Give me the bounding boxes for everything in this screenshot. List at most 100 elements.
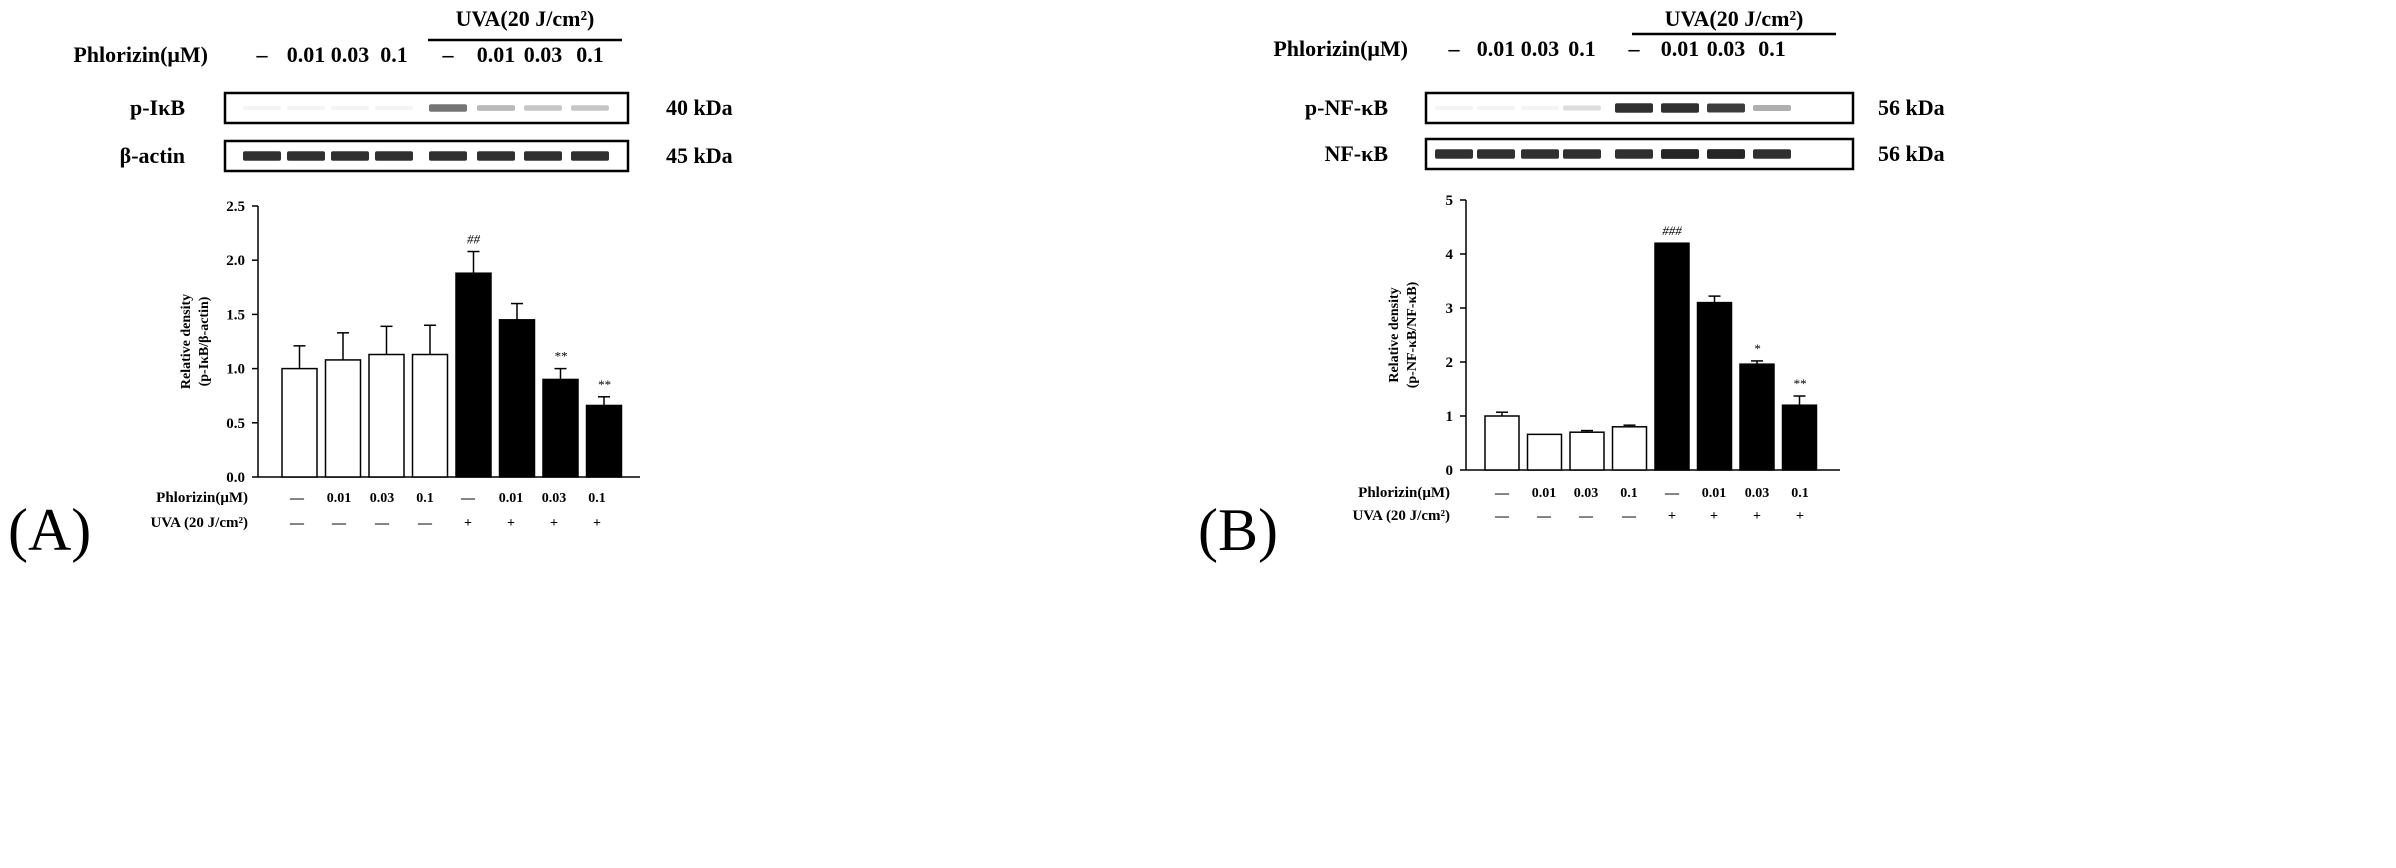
blot-band	[1661, 103, 1699, 113]
table-row1-label: Phlorizin(μM)	[1358, 485, 1450, 501]
blot-band	[287, 151, 325, 161]
phlorizin-label: Phlorizin(μM)	[73, 42, 208, 67]
blot-frame	[223, 139, 630, 173]
y-tick-label: 2.0	[226, 253, 245, 269]
significance-mark: **	[1793, 376, 1807, 391]
y-axis-label: Relative density	[1387, 287, 1402, 382]
bar	[1569, 431, 1605, 471]
significance-mark: ###	[1662, 223, 1682, 238]
lane-label: 0.01	[1477, 36, 1516, 61]
blot-band	[1661, 149, 1699, 159]
bar	[498, 319, 536, 478]
table-cell: —	[460, 491, 476, 506]
blot-band	[243, 151, 281, 161]
bar	[1739, 363, 1775, 471]
blot-band	[477, 105, 515, 111]
panel-content: (A)UVA(20 J/cm²)Phlorizin(μM) –0.01 0.03 0.…	[8, 6, 733, 563]
bar	[455, 272, 492, 478]
panel-a: (A) UVA(20 J/cm²) Phlorizin(μM) –0.01 0.03 0.…	[0, 0, 1198, 863]
lane-label: 0.01	[477, 42, 516, 67]
bar	[281, 367, 318, 478]
blot-band	[1707, 103, 1745, 113]
blot-band	[331, 105, 369, 111]
table-row2-label: UVA (20 J/cm²)	[1352, 508, 1450, 524]
bar	[1484, 415, 1520, 471]
blot-band	[1435, 105, 1473, 111]
y-tick-label: 5	[1446, 193, 1454, 209]
blot-band	[375, 105, 413, 111]
lane-label: 0.03	[524, 42, 563, 67]
table-cell: 0.03	[370, 491, 395, 506]
lane-label: –	[256, 42, 269, 67]
blot-band	[1615, 149, 1653, 159]
panel-label: (A)	[8, 497, 91, 563]
blot-name: NF-κB	[1324, 141, 1388, 166]
blot-band	[571, 151, 609, 161]
blot-name: p-NF-κB	[1305, 95, 1388, 120]
lane-label: 0.03	[1707, 36, 1746, 61]
table-cell: 0.01	[327, 491, 352, 506]
blot-band	[429, 151, 467, 161]
blot-band	[429, 104, 467, 112]
blot-band	[1707, 149, 1745, 159]
blot-band	[1615, 103, 1653, 113]
y-axis-label: (p-IκB/β-actin)	[197, 296, 212, 386]
lane-label: 0.03	[1521, 36, 1560, 61]
table-cell: 0.1	[588, 491, 606, 506]
blot-band	[1563, 105, 1601, 111]
uva-header: UVA(20 J/cm²)	[1665, 6, 1804, 31]
table-cell: +	[1796, 509, 1804, 524]
lane-label: 0.1	[1758, 36, 1786, 61]
table-cell: —	[1621, 509, 1637, 524]
lane-label: –	[442, 42, 455, 67]
blot-band	[1753, 104, 1791, 112]
blot-band	[287, 105, 325, 111]
blot-band	[524, 105, 562, 111]
table-cell: 0.1	[1791, 486, 1809, 501]
table-cell: —	[289, 516, 305, 531]
blot-band	[1521, 149, 1559, 159]
table-cell: —	[289, 491, 305, 506]
blot-name: β-actin	[120, 143, 185, 168]
lane-label: –	[1628, 36, 1641, 61]
table-cell: —	[1494, 509, 1510, 524]
bar	[411, 353, 449, 478]
y-tick-label: 1	[1446, 409, 1454, 425]
lane-label: 0.1	[1568, 36, 1596, 61]
y-tick-label: 3	[1446, 301, 1454, 317]
table-cell: 0.01	[499, 491, 524, 506]
table-cell: 0.01	[1702, 486, 1727, 501]
table-cell: +	[550, 516, 558, 531]
y-tick-label: 4	[1446, 247, 1454, 263]
table-cell: 0.1	[1620, 486, 1638, 501]
table-cell: —	[1578, 509, 1594, 524]
table-row2-label: UVA (20 J/cm²)	[150, 515, 248, 531]
lane-label: –	[1448, 36, 1461, 61]
y-tick-label: 2	[1446, 355, 1454, 371]
y-tick-label: 1.0	[226, 362, 245, 378]
blot-size: 40 kDa	[666, 95, 733, 120]
blot-band	[1477, 105, 1515, 111]
table-cell: 0.03	[1574, 486, 1599, 501]
bar	[542, 378, 579, 478]
table-cell: 0.03	[542, 491, 567, 506]
significance-mark: **	[598, 377, 612, 392]
blot-size: 45 kDa	[666, 143, 733, 168]
table-cell: +	[464, 516, 472, 531]
table-cell: —	[1536, 509, 1552, 524]
significance-mark: ##	[467, 232, 481, 247]
bar	[1611, 426, 1648, 471]
uva-header: UVA(20 J/cm²)	[456, 6, 595, 31]
phlorizin-label: Phlorizin(μM)	[1273, 36, 1408, 61]
blot-band	[243, 105, 281, 111]
blot-band	[1435, 149, 1473, 159]
panel-b: (B) UVA(20 J/cm²) Phlorizin(μM) –0.01 0.03 0.…	[1198, 0, 2396, 863]
bar	[368, 353, 405, 478]
blot-band	[571, 105, 609, 111]
lane-label: 0.1	[576, 42, 604, 67]
blot-frame	[223, 91, 630, 125]
table-row1-label: Phlorizin(μM)	[156, 490, 248, 506]
panel-label: (B)	[1198, 497, 1278, 563]
blot-band	[524, 151, 562, 161]
table-cell: +	[593, 516, 601, 531]
